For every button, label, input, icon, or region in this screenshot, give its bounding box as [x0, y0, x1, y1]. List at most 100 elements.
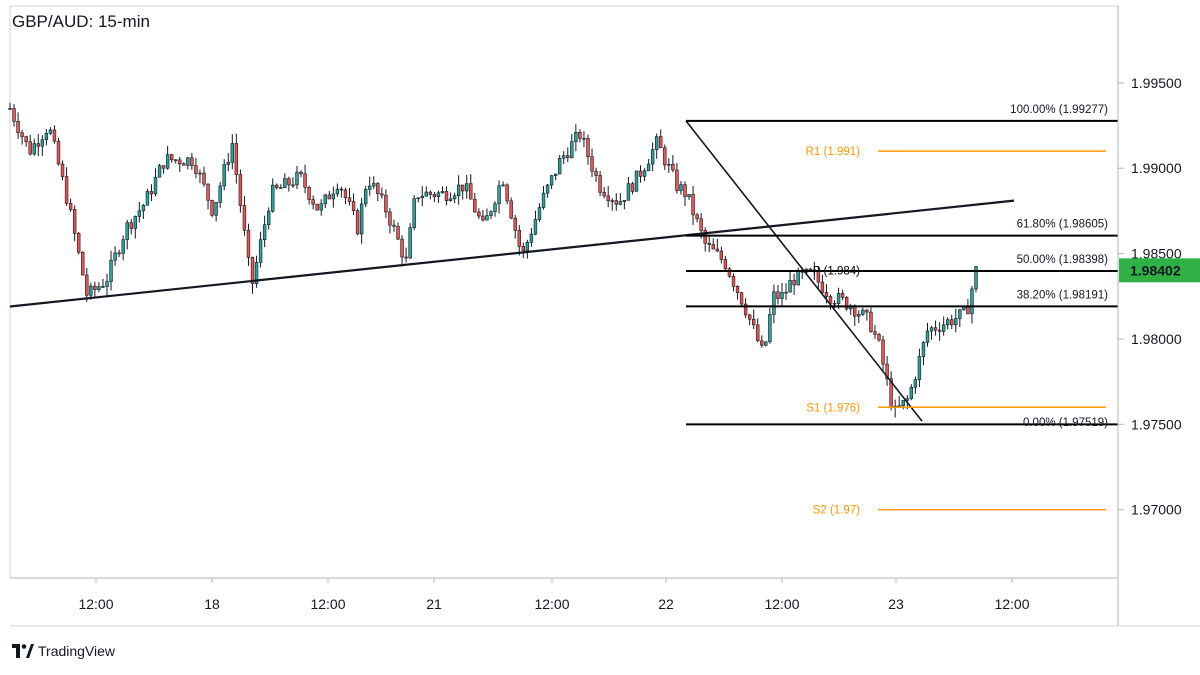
candle-body: [913, 379, 918, 388]
candle-body: [129, 222, 133, 229]
candle-body: [598, 175, 602, 193]
candle-body: [105, 281, 109, 287]
candle-body: [877, 334, 881, 341]
candle-body: [254, 262, 259, 285]
candle-body: [258, 239, 263, 263]
candle-body: [24, 136, 28, 143]
candle-body: [16, 121, 20, 134]
candle-body: [954, 318, 958, 326]
candle-body: [182, 163, 186, 166]
candle-body: [68, 203, 73, 210]
candle-body: [695, 214, 699, 220]
candle-body: [707, 242, 711, 245]
fib-level-label: 61.80% (1.98605): [1017, 219, 1109, 231]
candle-body: [525, 242, 530, 251]
candle-body: [77, 233, 81, 253]
candle-body: [424, 191, 429, 197]
candle-body: [751, 318, 756, 326]
candle-body: [901, 399, 905, 407]
axes: 1.97000 1.97500 1.98000 1.98500 1.99000 1.995…: [10, 6, 1200, 627]
x-tick-label: 12:00: [534, 596, 569, 612]
candle-body: [933, 327, 938, 331]
candle-body: [566, 155, 570, 158]
candle-body: [206, 183, 210, 201]
candle-body: [836, 293, 841, 304]
tradingview-logo-icon: [12, 644, 34, 658]
candle-body: [400, 238, 404, 258]
candle-body: [772, 291, 776, 315]
candle-body: [432, 194, 437, 198]
candle-body: [141, 204, 146, 212]
fib-level-label: 100.00% (1.99277): [1010, 104, 1108, 116]
candle-body: [444, 191, 449, 201]
candle-body: [323, 194, 327, 205]
candle-body: [456, 184, 461, 197]
candle-body: [820, 281, 825, 293]
candle-body: [226, 161, 230, 165]
candle-body: [739, 292, 744, 305]
candle-body: [238, 174, 243, 206]
candle-body: [52, 129, 57, 142]
candle-body: [760, 340, 764, 346]
last-price-tag: [1119, 258, 1200, 283]
candle-body: [582, 137, 586, 140]
candle-body: [501, 184, 505, 187]
last-price-label: 1.98402: [1130, 262, 1181, 278]
candle-body: [638, 170, 643, 177]
candle-body: [764, 341, 768, 346]
candle-body: [319, 203, 323, 211]
grid: [9, 5, 1119, 579]
candle-body: [493, 203, 497, 212]
candle-body: [303, 173, 307, 188]
candle-body: [505, 184, 509, 202]
candle-body: [586, 138, 590, 158]
candle-body: [190, 157, 194, 166]
candle-body: [145, 191, 150, 206]
x-tick-label: 12:00: [310, 596, 345, 612]
candle-body: [262, 224, 267, 240]
candle-body: [594, 170, 598, 176]
candle-body: [602, 192, 606, 197]
candle-body: [715, 248, 720, 252]
candle-body: [618, 201, 623, 205]
candle-body: [169, 154, 174, 161]
candle-body: [93, 285, 97, 290]
candle-body: [384, 194, 388, 213]
candle-body: [929, 327, 934, 332]
y-tick-label: 1.98500: [1131, 246, 1182, 262]
candle-body: [186, 157, 190, 166]
candle-body: [719, 250, 724, 260]
tradingview-logo-text: TradingView: [38, 643, 116, 659]
candle-body: [299, 171, 303, 175]
candle-body: [873, 331, 877, 335]
candle-body: [48, 129, 53, 134]
candle-body: [101, 286, 105, 288]
candle-body: [683, 184, 687, 197]
candle-body: [756, 324, 760, 342]
candle-body: [699, 218, 703, 231]
candle-body: [970, 288, 974, 315]
candle-body: [202, 172, 206, 185]
candle-body: [925, 330, 930, 343]
fib-level-label: 0.00% (1.97519): [1023, 417, 1108, 429]
rising-trendline: [9, 199, 1015, 308]
candle-body: [452, 195, 457, 200]
candle-body: [198, 172, 202, 175]
candle-body: [396, 226, 400, 240]
candle-body: [541, 192, 546, 208]
candle-body: [178, 159, 182, 165]
candle-body: [509, 200, 513, 219]
candle-body: [117, 252, 121, 255]
candle-body: [153, 176, 158, 195]
candle-body: [351, 201, 356, 212]
candle-body: [557, 157, 562, 175]
candle-body: [679, 184, 683, 191]
candle-body: [687, 194, 691, 197]
candle-body: [780, 292, 784, 299]
candle-body: [909, 386, 914, 399]
plot-frame: [9, 5, 1119, 579]
candle-body: [667, 163, 671, 166]
candle-body: [327, 194, 332, 200]
candle-body: [570, 141, 574, 158]
